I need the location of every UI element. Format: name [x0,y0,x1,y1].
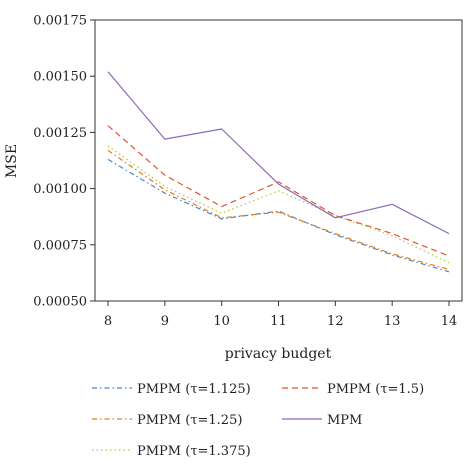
plot-frame [94,19,463,302]
legend-label: PMPM (τ=1.125) [137,382,251,397]
legend-label: PMPM (τ=1.375) [137,444,251,459]
y-tick-label: 0.00100 [33,182,87,197]
y-tick-label: 0.00075 [33,238,87,253]
legend: PMPM (τ=1.125) PMPM (τ=1.25) PMPM (τ=1.375… [92,382,424,459]
series-line [107,149,450,271]
x-tick-label: 9 [161,314,169,329]
legend-label: MPM [327,413,362,428]
y-tick-label: 0.00175 [33,14,87,29]
x-tick-label: 8 [104,314,112,329]
series-line [107,125,450,257]
y-axis: 0.00050 0.00075 0.00100 0.00125 0.00150 0.001… [33,14,95,310]
x-axis: 8 9 10 11 12 13 14 [104,301,457,329]
x-tick-label: 11 [270,314,287,329]
y-tick-label: 0.00150 [33,70,87,85]
series-line [107,145,450,264]
series-line [107,71,450,235]
x-tick-label: 10 [213,314,230,329]
legend-label: PMPM (τ=1.25) [137,413,242,428]
y-tick-label: 0.00050 [33,295,87,310]
series-layer [107,71,450,273]
x-axis-title: privacy budget [225,346,332,362]
x-tick-label: 12 [327,314,344,329]
y-axis-title: MSE [4,144,20,178]
x-tick-label: 13 [384,314,401,329]
legend-label: PMPM (τ=1.5) [327,382,424,397]
y-tick-label: 0.00125 [33,126,87,141]
series-line [107,158,450,273]
x-tick-label: 14 [441,314,458,329]
